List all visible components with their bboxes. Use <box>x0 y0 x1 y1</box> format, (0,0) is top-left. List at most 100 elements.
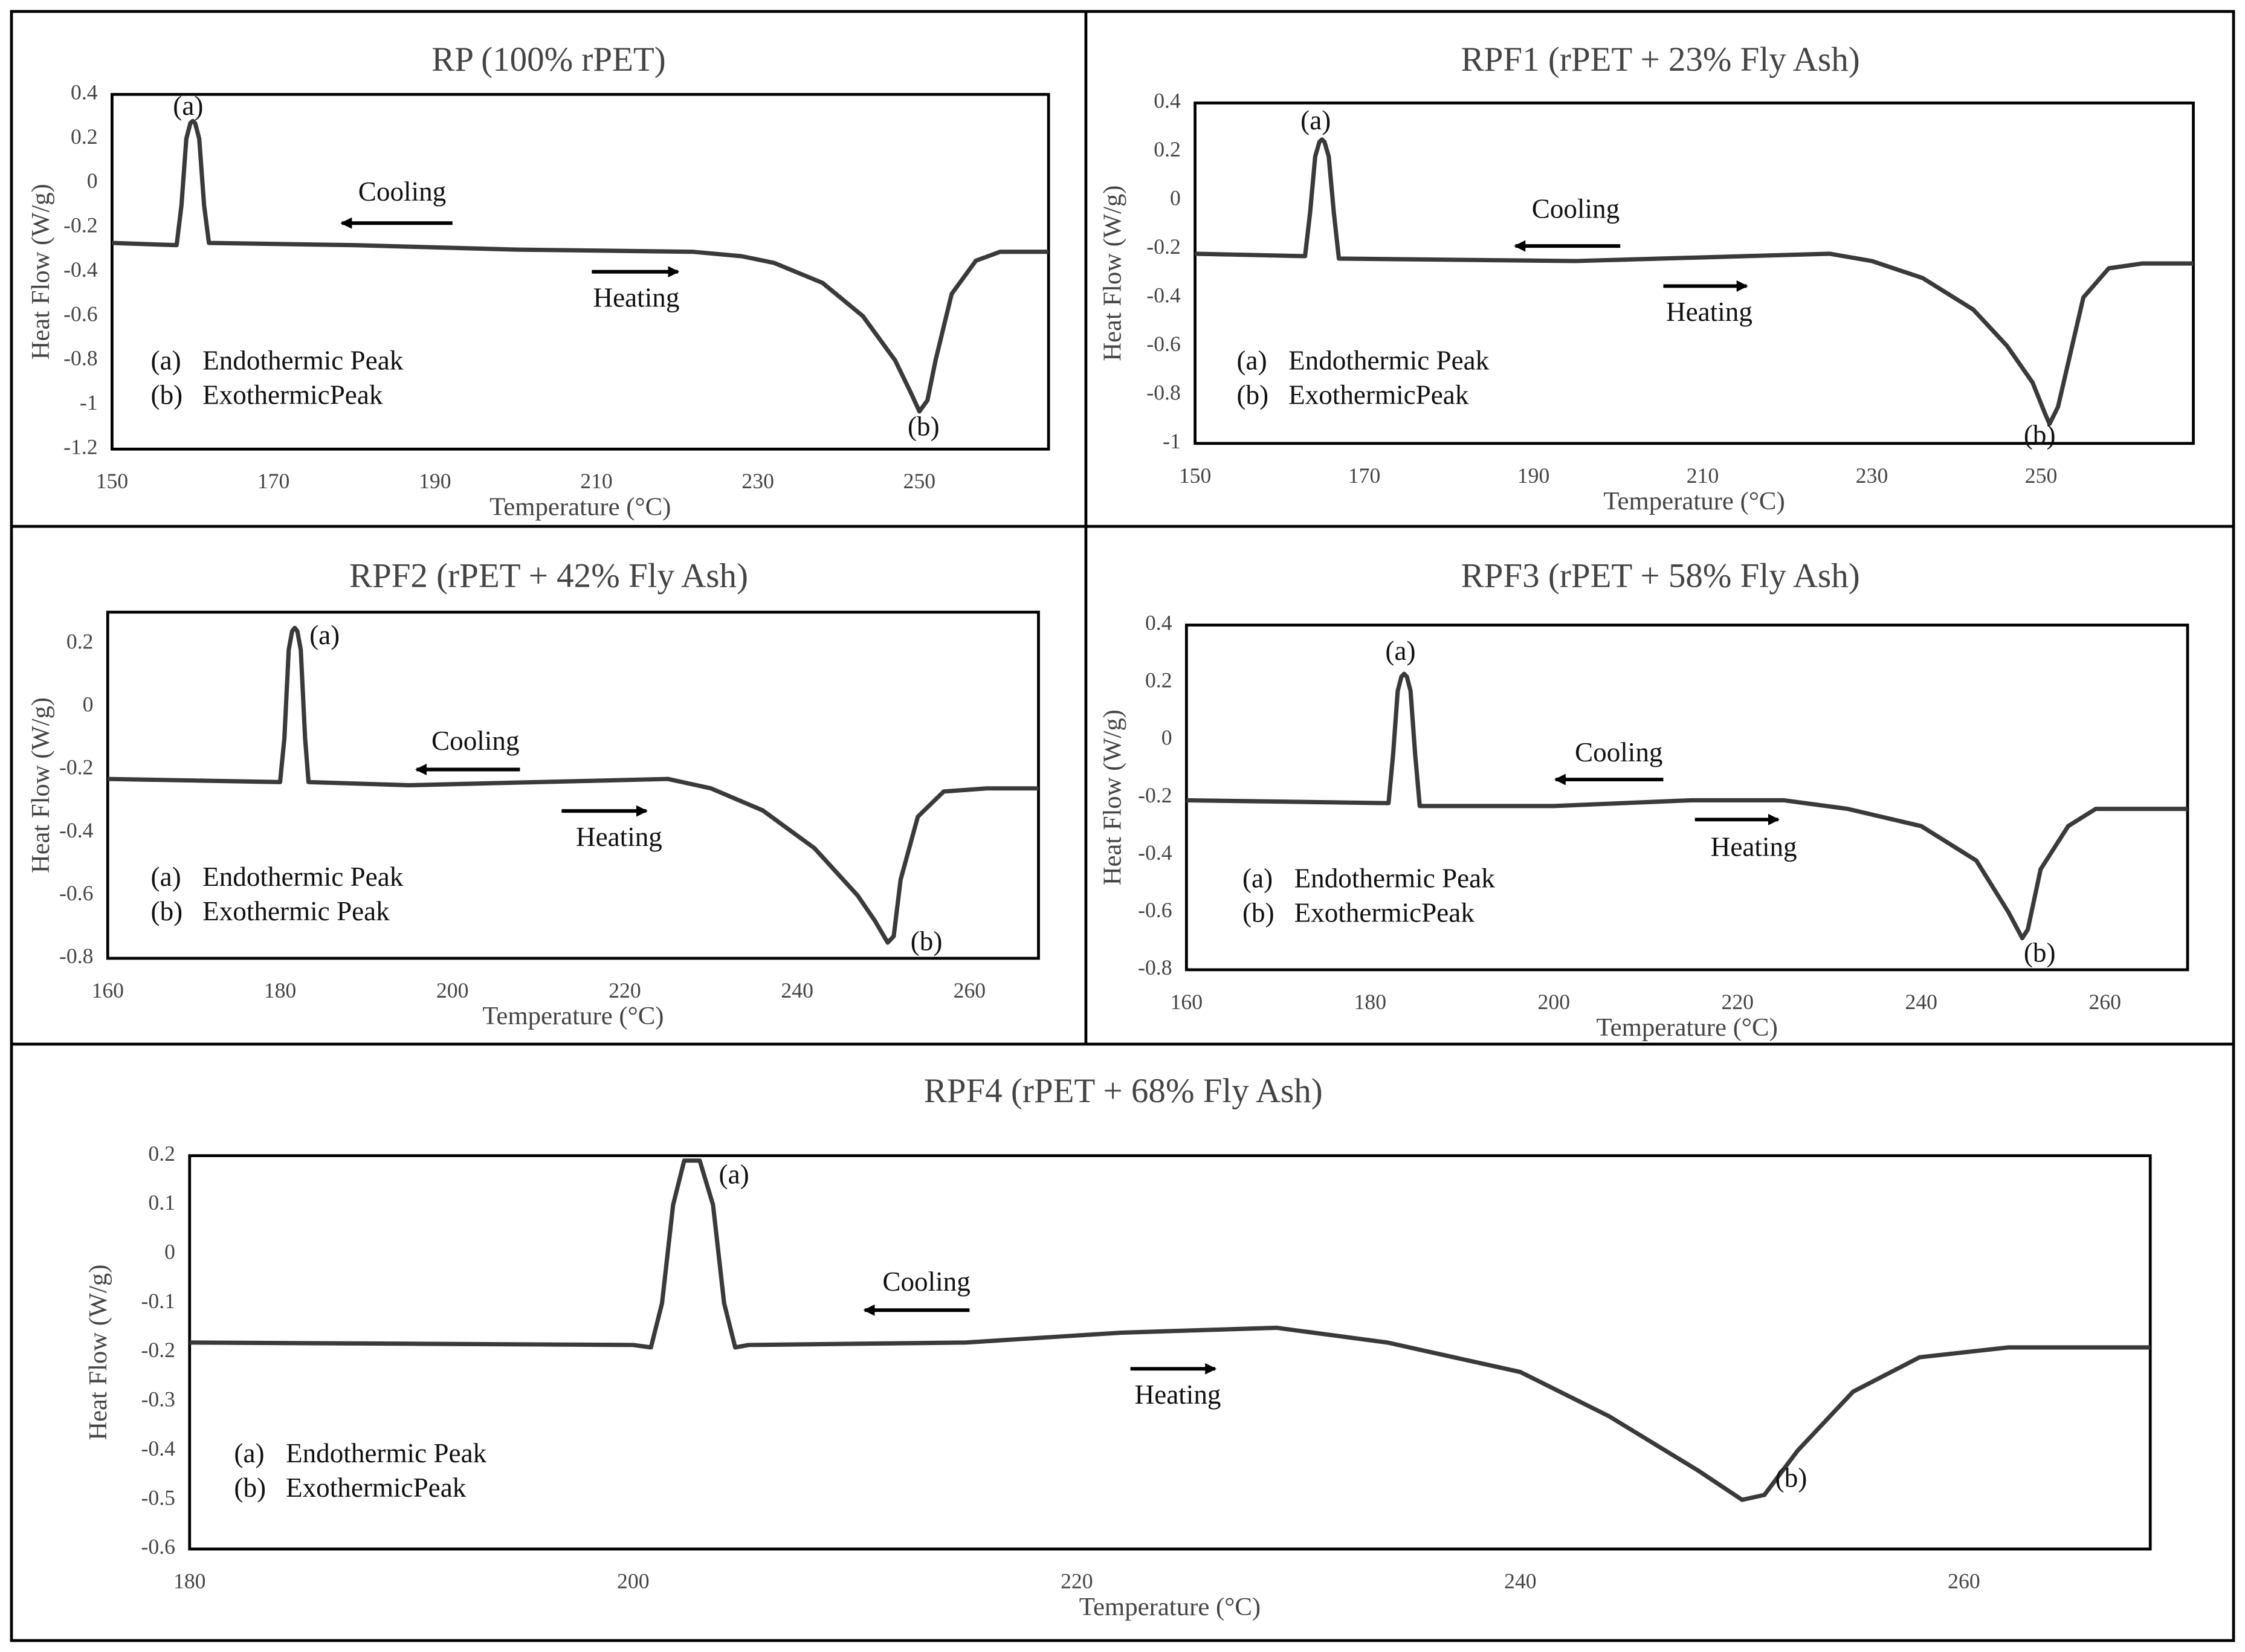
y-tick-label: 0.2 <box>148 1141 175 1166</box>
y-tick-label: -0.2 <box>141 1338 175 1362</box>
x-tick-label: 180 <box>1354 990 1386 1014</box>
y-tick-label: -0.8 <box>1138 955 1172 979</box>
x-tick-label: 260 <box>2088 990 2121 1014</box>
y-axis-label: Heat Flow (W/g) <box>1098 709 1126 885</box>
x-tick-label: 220 <box>1722 990 1754 1014</box>
legend-marker: (a) <box>151 346 181 376</box>
y-tick-label: 0.2 <box>1154 137 1181 161</box>
legend-text: Endothermic Peak <box>1288 346 1490 376</box>
x-tick-label: 170 <box>1348 463 1380 488</box>
legend-text: Endothermic Peak <box>202 346 404 376</box>
plot-frame <box>1184 624 2189 972</box>
y-tick-label: -0.5 <box>141 1485 175 1509</box>
x-tick-label: 240 <box>781 978 813 1002</box>
plot-frame <box>188 1154 2152 1550</box>
cooling-label: Cooling <box>882 1266 970 1297</box>
y-tick-label: 0.4 <box>1154 89 1181 113</box>
y-tick-label: -0.8 <box>63 346 97 370</box>
cooling-label: Cooling <box>1532 194 1620 224</box>
y-tick-label: 0.2 <box>1145 668 1172 692</box>
x-tick-label: 240 <box>1504 1569 1536 1593</box>
heating-label: Heating <box>1711 831 1797 862</box>
data-line <box>112 118 1049 414</box>
legend-text: ExothermicPeak <box>286 1473 467 1503</box>
cooling-label: Cooling <box>431 726 519 756</box>
x-tick-label: 230 <box>741 469 774 493</box>
y-tick-label: 0.4 <box>1145 611 1172 635</box>
legend-marker: (b) <box>1242 897 1274 928</box>
y-axis-label: Heat Flow (W/g) <box>84 1265 112 1441</box>
x-tick-label: 190 <box>419 469 451 493</box>
x-tick-label: 190 <box>1517 463 1549 488</box>
plot-frame <box>106 610 1040 960</box>
legend-text: ExothermicPeak <box>1288 379 1469 410</box>
y-tick-label: -0.6 <box>1146 332 1180 356</box>
y-tick-label: 0 <box>87 169 98 193</box>
y-tick-label: -0.2 <box>1146 234 1180 259</box>
plot-frame <box>111 92 1050 451</box>
heating-label: Heating <box>1135 1379 1221 1410</box>
legend-marker: (a) <box>234 1438 264 1468</box>
y-tick-label: -0.4 <box>141 1436 176 1460</box>
y-tick-label: -0.6 <box>141 1535 175 1559</box>
x-tick-label: 150 <box>1179 463 1211 488</box>
x-tick-label: 210 <box>580 469 612 493</box>
data-line <box>189 1158 2151 1502</box>
y-tick-label: -0.8 <box>1146 381 1180 405</box>
x-axis-label: Temperature (°C) <box>1597 1013 1778 1042</box>
x-tick-label: 240 <box>1905 990 1937 1014</box>
x-tick-label: 260 <box>1948 1569 1980 1593</box>
y-tick-label: 0.4 <box>71 80 98 104</box>
y-axis-label: Heat Flow (W/g) <box>27 184 55 360</box>
y-axis-label: Heat Flow (W/g) <box>27 697 55 873</box>
legend-text: Endothermic Peak <box>202 862 404 892</box>
x-tick-label: 160 <box>1171 990 1203 1014</box>
chart-title: RPF2 (rPET + 42% Fly Ash) <box>349 557 748 595</box>
peak-label: (b) <box>908 411 940 442</box>
x-tick-label: 180 <box>173 1569 205 1593</box>
peak-label: (a) <box>719 1160 749 1190</box>
figure-body: 150 170 190 210 230 250 -1.2 -1 -0.8 -0.6 -0.4 -0.2… <box>10 10 2235 1642</box>
y-tick-label: 0 <box>83 692 94 717</box>
legend-marker: (b) <box>1237 379 1269 410</box>
y-tick-label: -0.4 <box>59 818 94 842</box>
data-line <box>108 625 1039 945</box>
x-axis-label: Temperature (°C) <box>1603 487 1785 515</box>
legend-text: Exothermic Peak <box>202 896 390 926</box>
y-tick-label: -0.6 <box>59 881 93 905</box>
peak-label: (a) <box>173 91 203 121</box>
peak-label: (b) <box>1775 1462 1807 1492</box>
peak-label: (a) <box>1300 105 1331 135</box>
x-axis-label: Temperature (°C) <box>482 1002 664 1030</box>
y-tick-label: -0.2 <box>1138 783 1172 807</box>
x-axis-label: Temperature (°C) <box>1079 1593 1261 1621</box>
heating-label: Heating <box>593 282 680 312</box>
y-tick-label: -0.8 <box>59 944 93 968</box>
y-tick-label: -1 <box>80 390 98 415</box>
x-tick-label: 200 <box>436 978 468 1002</box>
x-tick-label: 200 <box>617 1569 649 1593</box>
y-tick-label: -0.2 <box>63 213 97 237</box>
x-tick-label: 180 <box>264 978 296 1002</box>
y-tick-label: 0 <box>1170 186 1181 210</box>
legend-text: Endothermic Peak <box>1294 863 1496 894</box>
y-tick-label: 0.2 <box>66 629 94 653</box>
peak-label: (b) <box>2024 420 2056 450</box>
x-tick-label: 210 <box>1687 463 1719 488</box>
y-tick-label: -0.4 <box>63 257 98 282</box>
peak-label: (a) <box>1385 636 1415 666</box>
y-tick-label: 0.2 <box>71 124 98 149</box>
x-tick-label: 220 <box>1061 1569 1093 1593</box>
chart-title: RP (100% rPET) <box>431 40 666 79</box>
chart-title: RPF1 (rPET + 23% Fly Ash) <box>1461 40 1860 79</box>
y-tick-label: -0.6 <box>63 302 97 326</box>
heating-label: Heating <box>1666 297 1752 327</box>
y-tick-label: -0.1 <box>141 1289 175 1313</box>
y-tick-label: -0.4 <box>1146 283 1181 308</box>
y-tick-label: 0 <box>1161 726 1172 750</box>
y-tick-label: 0 <box>164 1240 175 1264</box>
peak-label: (b) <box>2024 938 2056 968</box>
cooling-label: Cooling <box>358 176 446 207</box>
x-tick-label: 170 <box>257 469 289 493</box>
heating-label: Heating <box>576 822 662 852</box>
